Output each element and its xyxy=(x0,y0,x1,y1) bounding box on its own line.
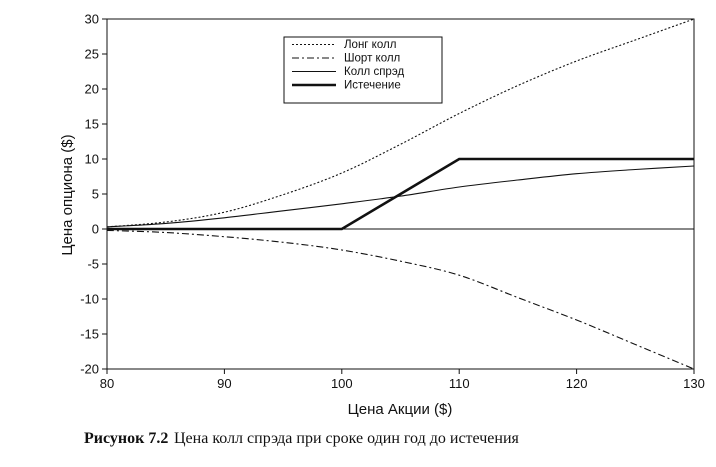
series-line-call-spread xyxy=(106,165,695,228)
y-tick-label: -10 xyxy=(80,292,99,307)
figure-label: Рисунок 7.2 xyxy=(84,430,169,447)
series-layer xyxy=(106,18,695,370)
figure-caption-text: Цена колл спрэда при сроке один год до и… xyxy=(174,430,519,447)
x-tick-label: 130 xyxy=(683,376,705,391)
y-tick-label: 5 xyxy=(92,187,99,202)
x-axis-title: Цена Акции ($) xyxy=(348,401,453,418)
series-line-short-call xyxy=(106,229,695,370)
y-tick-label: 0 xyxy=(92,222,99,237)
legend-label-expiration: Истечение xyxy=(344,80,401,92)
series-line-expiration xyxy=(107,157,694,231)
x-tick-label: 120 xyxy=(566,376,588,391)
y-tick-label: -15 xyxy=(80,327,99,342)
legend-box xyxy=(283,36,443,104)
x-tick-label: 100 xyxy=(331,376,353,391)
y-tick-label: 25 xyxy=(85,47,99,62)
y-tick-label: 15 xyxy=(85,117,99,132)
x-tick-label: 80 xyxy=(100,376,114,391)
x-tick-label: 90 xyxy=(217,376,231,391)
x-tick-label: 110 xyxy=(449,376,470,391)
y-tick-label: -20 xyxy=(80,362,99,377)
y-tick-label: 30 xyxy=(85,12,99,27)
legend-label-long-call: Лонг колл xyxy=(344,39,396,51)
y-axis-title: Цена опциона ($) xyxy=(59,134,76,255)
y-tick-label: 10 xyxy=(85,152,99,167)
series-line-long-call xyxy=(106,18,695,228)
y-tick-label: -5 xyxy=(87,257,99,272)
legend-label-short-call: Шорт колл xyxy=(344,53,400,65)
legend-label-call-spread: Колл спрэд xyxy=(344,66,404,78)
figure-caption: Рисунок 7.2 Цена колл спрэда при сроке од… xyxy=(84,430,519,448)
y-tick-label: 20 xyxy=(85,82,99,97)
